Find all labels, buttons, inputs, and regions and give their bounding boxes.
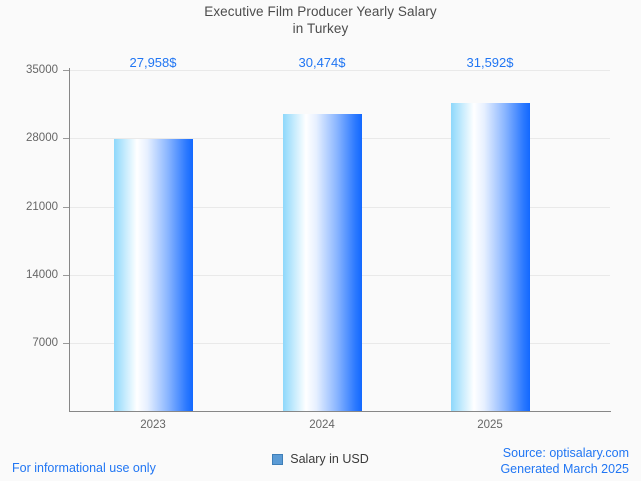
- y-tick-mark-35000: [63, 70, 69, 71]
- y-tick-label-14000: 14000: [26, 269, 58, 281]
- bar-2025[interactable]: [451, 103, 530, 411]
- source-text: Source: optisalary.com: [502, 446, 629, 460]
- legend-swatch-icon: [272, 453, 284, 465]
- y-tick-label-7000: 7000: [32, 337, 58, 349]
- y-tick-mark-14000: [63, 275, 69, 276]
- bar-2023[interactable]: [114, 139, 193, 411]
- y-tick-label-35000: 35000: [26, 64, 58, 76]
- x-tick-label-2024: 2024: [309, 419, 335, 431]
- y-tick-mark-21000: [63, 207, 69, 208]
- y-tick-label-21000: 21000: [26, 201, 58, 213]
- chart-title-line-1: Executive Film Producer Yearly Salary: [204, 4, 437, 19]
- x-tick-label-2025: 2025: [477, 419, 503, 431]
- x-tick-label-2023: 2023: [140, 419, 166, 431]
- bar-2024[interactable]: [283, 114, 362, 411]
- y-axis-line: [69, 68, 70, 412]
- legend-item-salary-in-usd[interactable]: Salary in USD: [272, 452, 369, 466]
- y-tick-label-28000: 28000: [26, 132, 58, 144]
- chart-title-line-2: in Turkey: [292, 21, 349, 36]
- disclaimer-text: For informational use only: [12, 461, 156, 475]
- y-tick-mark-7000: [63, 343, 69, 344]
- source-block: Source: optisalary.com Generated March 2…: [369, 446, 629, 477]
- chart-title: Executive Film Producer Yearly Salary in…: [0, 3, 641, 37]
- gridline-35000: [70, 70, 610, 71]
- bar-value-label-2024: 30,474$: [298, 55, 346, 70]
- bar-value-label-2023: 27,958$: [129, 55, 177, 70]
- generated-text: Generated March 2025: [500, 461, 629, 476]
- y-tick-mark-28000: [63, 138, 69, 139]
- x-axis-line: [69, 411, 611, 412]
- chart-legend: Salary in USD: [0, 452, 641, 466]
- legend-item-label: Salary in USD: [290, 452, 369, 466]
- bar-value-label-2025: 31,592$: [466, 55, 514, 70]
